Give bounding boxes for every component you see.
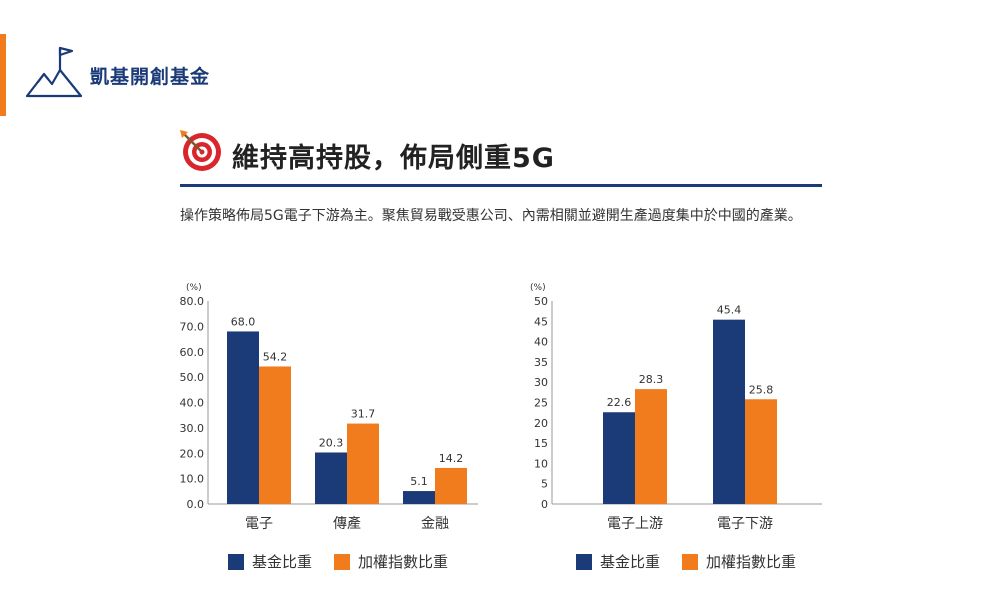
x-tick-label: 電子下游: [717, 516, 773, 532]
legend-label: 加權指數比重: [706, 553, 797, 571]
section-heading: 維持高持股，佈局側重5G: [232, 143, 555, 174]
y-tick-label: 20: [534, 417, 548, 430]
y-tick-label: 80.0: [180, 295, 205, 308]
y-tick-label: 40: [534, 336, 548, 349]
legend-label: 加權指數比重: [358, 553, 449, 571]
legend-swatch-navy: [576, 553, 592, 570]
bar: [635, 389, 667, 504]
chart2-legend: 基金比重 加權指數比重: [576, 551, 818, 572]
y-tick-label: 45: [534, 315, 548, 328]
data-label: 28.3: [639, 373, 664, 386]
y-tick-label: 50: [534, 295, 548, 308]
y-tick-label: 5: [541, 478, 548, 491]
y-tick-label: 10: [534, 457, 548, 470]
brand-name: 凱基開創基金: [90, 66, 211, 88]
y-tick-label: 15: [534, 437, 548, 450]
unit-label: (%): [186, 283, 202, 293]
bar: [315, 452, 347, 504]
legend-swatch-orange: [334, 553, 351, 570]
x-tick-label: 電子上游: [607, 516, 663, 532]
y-tick-label: 60.0: [180, 346, 205, 359]
y-tick-label: 30: [534, 376, 548, 389]
target-icon: [180, 130, 221, 171]
y-tick-label: 70.0: [180, 320, 205, 333]
x-tick-label: 傳產: [333, 515, 361, 532]
bar: [259, 366, 291, 504]
data-label: 31.7: [351, 408, 376, 421]
y-tick-label: 0.0: [187, 498, 205, 511]
bar: [403, 491, 435, 504]
strategy-description: 操作策略佈局5G電子下游為主。聚焦貿易戰受惠公司、內需相關並避開生產過度集中於中…: [180, 208, 802, 224]
legend-item-index: 加權指數比重: [682, 551, 796, 572]
bar: [745, 399, 777, 504]
y-tick-label: 25: [534, 397, 548, 410]
bar: [227, 331, 259, 504]
y-tick-label: 30.0: [180, 422, 205, 435]
legend-item-fund: 基金比重: [228, 551, 312, 572]
data-label: 68.0: [231, 315, 256, 328]
x-tick-label: 電子: [245, 516, 273, 532]
chart1-legend: 基金比重 加權指數比重: [228, 551, 470, 572]
data-label: 45.4: [717, 304, 742, 317]
mountain-flag-icon: [25, 46, 83, 98]
legend-swatch-orange: [682, 553, 699, 570]
y-tick-label: 20.0: [180, 447, 205, 460]
legend-label: 基金比重: [252, 553, 313, 571]
accent-bar: [0, 34, 6, 116]
legend-swatch-navy: [228, 553, 244, 570]
data-label: 5.1: [410, 475, 428, 488]
electronics-weight-chart: (%) 0 5 10 15 20 25 30 35 40 45 50 22.6 28.3 電子上游 45.4 2…: [530, 283, 822, 532]
data-label: 20.3: [319, 436, 344, 449]
bar: [603, 412, 635, 504]
data-label: 22.6: [607, 396, 632, 409]
x-tick-label: 金融: [421, 516, 449, 532]
unit-label: (%): [530, 283, 546, 293]
bar: [713, 319, 745, 504]
heading-underline: [180, 184, 822, 187]
legend-item-index: 加權指數比重: [334, 551, 448, 572]
data-label: 54.2: [263, 350, 288, 363]
y-tick-label: 40.0: [180, 397, 205, 410]
data-label: 25.8: [749, 383, 774, 396]
sector-weight-chart: (%) 0.0 10.0 20.0 30.0 40.0 50.0 60.0 70.0 80.0 68…: [180, 283, 478, 532]
bar: [347, 423, 379, 504]
y-tick-label: 50.0: [180, 371, 205, 384]
y-tick-label: 0: [541, 498, 548, 511]
legend-label: 基金比重: [600, 553, 661, 571]
bar: [435, 467, 467, 504]
data-label: 14.2: [439, 452, 464, 465]
y-tick-label: 35: [534, 356, 548, 369]
y-tick-label: 10.0: [180, 473, 205, 486]
legend-item-fund: 基金比重: [576, 551, 660, 572]
